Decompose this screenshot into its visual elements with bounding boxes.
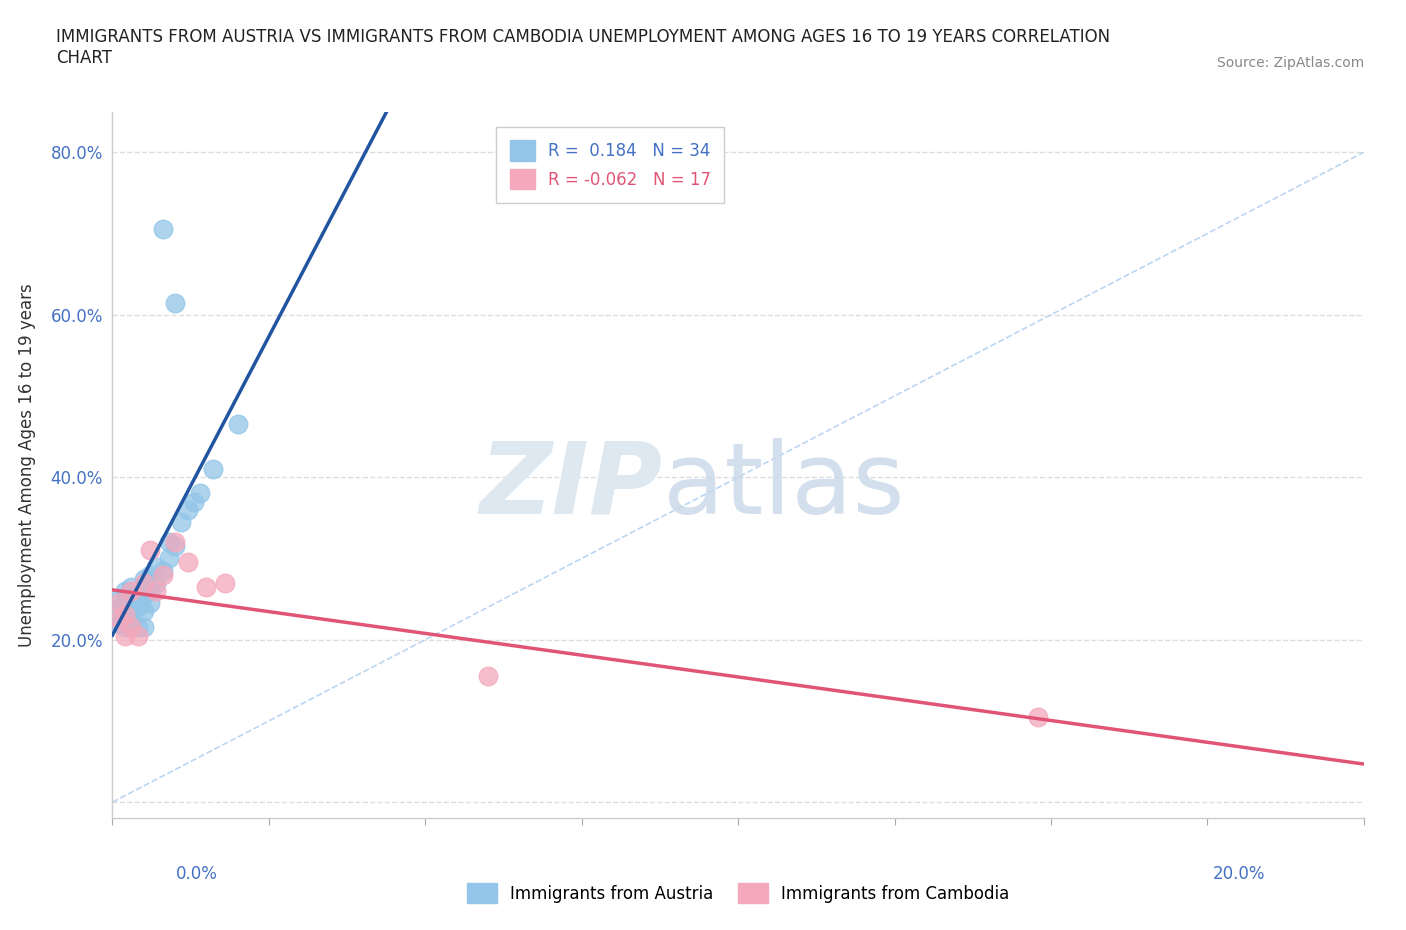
Point: [127, 620, 149, 635]
Point: [152, 567, 174, 582]
Point: [157, 551, 180, 565]
Point: [201, 461, 224, 476]
Point: [120, 616, 142, 631]
Point: [183, 494, 205, 509]
Point: [176, 555, 198, 570]
Point: [127, 600, 149, 615]
Point: [120, 583, 142, 598]
Point: [163, 538, 186, 553]
Point: [107, 604, 129, 618]
Point: [132, 571, 155, 586]
Point: [163, 535, 186, 550]
Point: [152, 564, 174, 578]
Legend: Immigrants from Austria, Immigrants from Cambodia: Immigrants from Austria, Immigrants from…: [460, 876, 1017, 910]
Point: [132, 604, 155, 618]
Point: [120, 620, 142, 635]
Point: [132, 588, 155, 603]
Text: atlas: atlas: [664, 438, 904, 535]
Point: [127, 628, 149, 643]
Point: [188, 486, 211, 501]
Point: [120, 600, 142, 615]
Point: [132, 576, 155, 591]
Point: [107, 616, 129, 631]
Point: [145, 559, 167, 574]
Text: 20.0%: 20.0%: [1213, 865, 1265, 883]
Point: [214, 576, 236, 591]
Point: [152, 222, 174, 237]
Point: [114, 628, 136, 643]
Text: Source: ZipAtlas.com: Source: ZipAtlas.com: [1216, 56, 1364, 70]
Point: [114, 608, 136, 623]
Point: [139, 596, 162, 611]
Point: [226, 417, 249, 432]
Point: [157, 535, 180, 550]
Point: [139, 583, 162, 598]
Point: [195, 579, 218, 594]
Point: [170, 514, 193, 529]
Text: 0.0%: 0.0%: [176, 865, 218, 883]
Point: [107, 596, 129, 611]
Text: ZIP: ZIP: [479, 438, 664, 535]
Point: [139, 567, 162, 582]
Point: [114, 596, 136, 611]
Point: [114, 583, 136, 598]
Point: [1028, 710, 1050, 724]
Point: [120, 579, 142, 594]
Point: [145, 576, 167, 591]
Point: [176, 502, 198, 517]
Point: [477, 669, 499, 684]
Text: IMMIGRANTS FROM AUSTRIA VS IMMIGRANTS FROM CAMBODIA UNEMPLOYMENT AMONG AGES 16 T: IMMIGRANTS FROM AUSTRIA VS IMMIGRANTS FR…: [56, 28, 1111, 67]
Y-axis label: Unemployment Among Ages 16 to 19 years: Unemployment Among Ages 16 to 19 years: [18, 283, 37, 647]
Point: [114, 620, 136, 635]
Point: [114, 608, 136, 623]
Point: [163, 295, 186, 310]
Point: [107, 591, 129, 606]
Point: [145, 583, 167, 598]
Point: [139, 543, 162, 558]
Point: [127, 588, 149, 603]
Point: [132, 620, 155, 635]
Point: [107, 612, 129, 627]
